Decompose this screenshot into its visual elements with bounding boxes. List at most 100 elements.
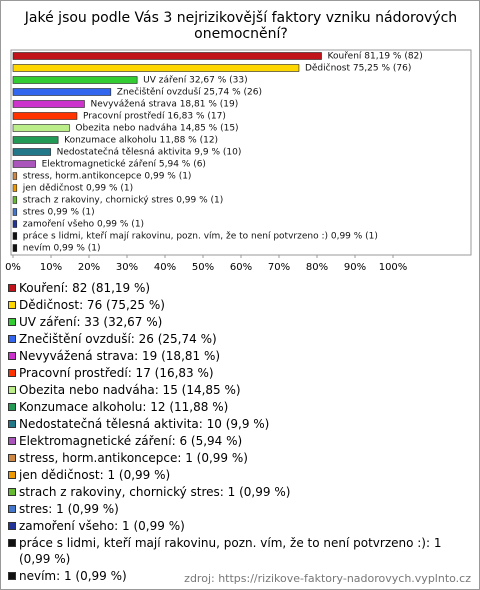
- legend-label: Dědičnost: 76 (75,25 %): [19, 298, 165, 312]
- legend-swatch: [8, 284, 16, 292]
- legend-label: stres: 1 (0,99 %): [19, 502, 119, 516]
- value-label: jen dědičnost 0,99 % (1): [22, 183, 133, 194]
- bar: [12, 100, 85, 108]
- bar: [12, 76, 138, 84]
- bar: [12, 196, 18, 204]
- bar: [12, 88, 112, 96]
- legend-swatch: [8, 301, 16, 309]
- value-label: UV záření 32,67 % (33): [143, 76, 247, 86]
- legend-label: UV záření: 33 (32,67 %): [19, 315, 163, 329]
- legend-item: nevím: 1 (0,99 %): [7, 568, 473, 584]
- bar: [12, 148, 51, 156]
- bar: [12, 232, 18, 240]
- legend-label: Znečištění ovzduší: 26 (25,74 %): [19, 332, 217, 346]
- legend: Kouření: 82 (81,19 %) Dědičnost: 76 (75,2…: [7, 280, 473, 585]
- bar: [12, 244, 18, 252]
- legend-item: Konzumace alkoholu: 12 (11,88 %): [7, 399, 473, 415]
- legend-item: zamoření všeho: 1 (0,99 %): [7, 518, 473, 534]
- legend-label: Konzumace alkoholu: 12 (11,88 %): [19, 400, 229, 414]
- value-label: Konzumace alkoholu 11,88 % (12): [64, 136, 218, 146]
- legend-swatch: [8, 522, 16, 530]
- legend-label: zamoření všeho: 1 (0,99 %): [19, 519, 185, 533]
- chart: 0% 10% 20% 30% 40% 50% 60% 70% 80% 90% 100% Kouření…: [5, 49, 472, 273]
- legend-item: strach z rakoviny, chornický stres: 1 (0…: [7, 484, 473, 500]
- value-label: práce s lidmi, kteří mají rakovinu, pozn…: [23, 232, 378, 242]
- legend-label: Kouření: 82 (81,19 %): [19, 281, 151, 295]
- legend-label: Nedostatečná tělesná aktivita: 10 (9,9 %…: [19, 417, 270, 431]
- legend-item: jen dědičnost: 1 (0,99 %): [7, 467, 473, 483]
- legend-item: Obezita nebo nadváha: 15 (14,85 %): [7, 382, 473, 398]
- value-label: zamoření všeho 0,99 % (1): [23, 219, 144, 230]
- x-tick-label: 70%: [268, 262, 290, 273]
- legend-swatch: [8, 420, 16, 428]
- legend-swatch: [8, 318, 16, 326]
- bar: [12, 220, 18, 228]
- source: zdroj: https://rizikove-faktory-nadorovy…: [184, 572, 471, 585]
- legend-swatch: [8, 488, 16, 496]
- legend-item: Kouření: 82 (81,19 %): [7, 280, 473, 296]
- legend-item: stress, horm.antikoncepce: 1 (0,99 %): [7, 450, 473, 466]
- x-tick-label: 90%: [344, 262, 366, 273]
- legend-swatch: [8, 572, 16, 580]
- legend-item: Nedostatečná tělesná aktivita: 10 (9,9 %…: [7, 416, 473, 432]
- value-label: Nedostatečná tělesná aktivita 9,9 % (10): [57, 147, 242, 158]
- value-label: Dědičnost 75,25 % (76): [305, 63, 411, 74]
- x-tick-label: 10%: [40, 262, 62, 273]
- legend-swatch: [8, 352, 16, 360]
- legend-item: Elektromagnetické záření: 6 (5,94 %): [7, 433, 473, 449]
- legend-item: Dědičnost: 76 (75,25 %): [7, 297, 473, 313]
- value-label: Kouření 81,19 % (82): [328, 52, 423, 62]
- legend-swatch: [8, 505, 16, 513]
- legend-swatch: [8, 539, 16, 547]
- x-tick-label: 100%: [379, 262, 408, 273]
- legend-item: Nevyvážená strava: 19 (18,81 %): [7, 348, 473, 364]
- value-label: strach z rakoviny, chornický stres 0,99 …: [23, 196, 224, 206]
- legend-label: Elektromagnetické záření: 6 (5,94 %): [19, 434, 243, 448]
- legend-item: stres: 1 (0,99 %): [7, 501, 473, 517]
- legend-swatch: [8, 471, 16, 479]
- x-tick-label: 30%: [116, 262, 138, 273]
- bar: [12, 112, 78, 120]
- value-label: stress, horm.antikoncepce 0,99 % (1): [23, 172, 192, 182]
- x-tick-label: 40%: [154, 262, 176, 273]
- legend-label: Nevyvážená strava: 19 (18,81 %): [19, 349, 221, 363]
- plot-frame: [10, 49, 472, 256]
- value-label: nevím 0,99 % (1): [23, 244, 101, 254]
- legend-label: jen dědičnost: 1 (0,99 %): [19, 468, 171, 482]
- legend-swatch: [8, 386, 16, 394]
- x-tick-label: 0%: [5, 262, 21, 273]
- bar: [12, 172, 18, 180]
- legend-label: Obezita nebo nadváha: 15 (14,85 %): [19, 383, 241, 397]
- value-label: Znečištění ovzduší 25,74 % (26): [117, 87, 262, 98]
- legend-swatch: [8, 437, 16, 445]
- legend-item: práce s lidmi, kteří mají rakovinu, pozn…: [7, 535, 473, 567]
- bar: [12, 184, 18, 192]
- x-tick-label: 80%: [306, 262, 328, 273]
- value-label: Nevyvážená strava 18,81 % (19): [90, 100, 238, 110]
- x-tick-label: 20%: [78, 262, 100, 273]
- legend-label: stress, horm.antikoncepce: 1 (0,99 %): [19, 451, 248, 465]
- legend-item: UV záření: 33 (32,67 %): [7, 314, 473, 330]
- value-label: Obezita nebo nadváha 14,85 % (15): [75, 124, 238, 134]
- bar: [12, 52, 322, 60]
- value-label: Pracovní prostředí 16,83 % (17): [83, 112, 226, 122]
- legend-swatch: [8, 369, 16, 377]
- bar: [12, 160, 36, 168]
- legend-item: Znečištění ovzduší: 26 (25,74 %): [7, 331, 473, 347]
- value-label: stres 0,99 % (1): [23, 208, 95, 218]
- legend-label: nevím: 1 (0,99 %): [19, 569, 127, 583]
- bar: [12, 136, 59, 144]
- bar: [12, 208, 18, 216]
- legend-item: Pracovní prostředí: 17 (16,83 %): [7, 365, 473, 381]
- legend-label: Pracovní prostředí: 17 (16,83 %): [19, 366, 214, 380]
- chart-title: Jaké jsou podle Vás 3 nejrizikovější fak…: [24, 10, 458, 42]
- bar: [12, 64, 300, 72]
- legend-label: strach z rakoviny, chornický stres: 1 (0…: [19, 485, 291, 499]
- bar: [12, 124, 70, 132]
- legend-swatch: [8, 335, 16, 343]
- legend-label: práce s lidmi, kteří mají rakovinu, pozn…: [19, 536, 442, 566]
- legend-swatch: [8, 403, 16, 411]
- x-tick-label: 60%: [230, 262, 252, 273]
- value-label: Elektromagnetické záření 5,94 % (6): [42, 159, 206, 170]
